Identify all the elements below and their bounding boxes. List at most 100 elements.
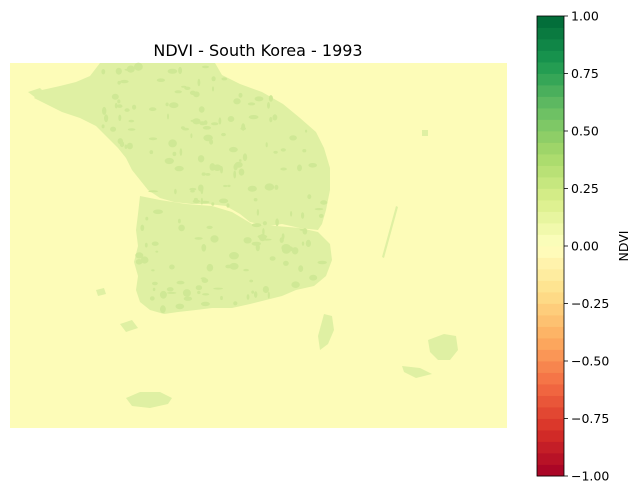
vegetation-patch	[247, 102, 256, 106]
vegetation-patch	[200, 301, 210, 307]
vegetation-patch	[114, 102, 118, 109]
vegetation-patch	[302, 149, 307, 153]
vegetation-patch	[164, 157, 174, 165]
vegetation-patch	[116, 104, 123, 108]
vegetation-patch	[219, 198, 229, 204]
vegetation-patch	[195, 285, 203, 291]
vegetation-patch	[205, 173, 211, 176]
vegetation-patch	[182, 127, 190, 131]
vegetation-patch	[115, 67, 122, 75]
vegetation-patch	[124, 108, 130, 112]
vegetation-patch	[269, 116, 273, 123]
vegetation-patch	[320, 200, 328, 205]
vegetation-patch	[132, 104, 137, 110]
vegetation-patch	[206, 263, 214, 272]
colorbar-band	[537, 464, 564, 477]
vegetation-patch	[213, 287, 224, 290]
colorbar-band	[537, 441, 564, 454]
vegetation-patch	[127, 128, 136, 131]
vegetation-patch	[183, 296, 193, 301]
vegetation-patch	[281, 244, 291, 252]
vegetation-patch	[298, 265, 304, 272]
vegetation-patch	[152, 287, 156, 292]
vegetation-patch	[152, 281, 158, 286]
vegetation-patch	[318, 213, 324, 218]
land-island-west-1	[28, 88, 46, 98]
vegetation-patch	[262, 228, 265, 236]
colorbar-band	[537, 407, 564, 419]
vegetation-patch	[165, 102, 169, 107]
colorbar-band	[537, 349, 564, 362]
vegetation-patch	[226, 203, 230, 208]
vegetation-patch	[174, 90, 182, 94]
vegetation-patch	[254, 96, 264, 102]
vegetation-patch	[194, 237, 203, 240]
colorbar-band	[537, 62, 564, 74]
vegetation-patch	[253, 198, 258, 202]
land-japan-islet-1	[402, 366, 432, 378]
vegetation-patch	[290, 211, 293, 217]
vegetation-patch	[203, 134, 213, 142]
colorbar-band	[537, 85, 564, 97]
vegetation-patch	[151, 241, 159, 246]
vegetation-patch	[268, 95, 273, 102]
colorbar-band	[537, 131, 564, 143]
vegetation-patch	[148, 190, 159, 193]
vegetation-patch	[178, 218, 181, 224]
vegetation-patch	[201, 244, 207, 252]
colorbar-band	[537, 292, 564, 304]
land-island-west-2	[96, 288, 106, 296]
vegetation-patch	[110, 126, 117, 132]
vegetation-patch	[149, 296, 155, 301]
vegetation-patch	[104, 114, 109, 123]
vegetation-patch	[234, 161, 243, 168]
vegetation-patch	[233, 301, 238, 306]
vegetation-patch	[101, 124, 105, 129]
vegetation-patch	[101, 69, 106, 75]
vegetation-patch	[144, 242, 148, 248]
vegetation-patch	[197, 78, 201, 87]
vegetation-patch	[166, 287, 174, 292]
vegetation-patch	[145, 216, 149, 221]
land-island-west-3	[120, 320, 138, 332]
vegetation-patch	[211, 202, 215, 206]
vegetation-patch	[209, 163, 216, 171]
vegetation-patch	[135, 252, 144, 259]
vegetation-patch	[200, 197, 203, 205]
vegetation-patch	[307, 194, 312, 200]
colorbar-band	[537, 372, 564, 385]
vegetation-patch	[305, 129, 308, 133]
vegetation-patch	[153, 209, 163, 215]
vegetation-patch	[166, 291, 177, 294]
vegetation-patch	[119, 141, 125, 148]
vegetation-patch	[251, 241, 261, 246]
vegetation-patch	[192, 199, 201, 204]
vegetation-patch	[172, 151, 177, 157]
colorbar-band	[537, 39, 564, 51]
vegetation-patch	[174, 165, 184, 172]
vegetation-patch	[305, 239, 311, 247]
vegetation-patch	[126, 142, 133, 150]
vegetation-patch	[117, 99, 121, 104]
vegetation-patch	[102, 106, 107, 115]
vegetation-patch	[190, 190, 195, 193]
vegetation-patch	[257, 234, 268, 239]
vegetation-patch	[227, 184, 231, 188]
vegetation-patch	[242, 153, 248, 161]
vegetation-patch	[124, 144, 128, 149]
vegetation-patch	[243, 237, 252, 244]
vegetation-patch	[174, 188, 177, 195]
vegetation-patch	[267, 291, 270, 299]
vegetation-patch	[317, 260, 327, 265]
land-island-tsushima	[318, 314, 334, 350]
vegetation-patch	[243, 268, 249, 272]
vegetation-patch	[238, 92, 243, 98]
colorbar-band	[537, 177, 564, 189]
vegetation-patch	[218, 117, 222, 125]
vegetation-patch	[299, 228, 307, 231]
vegetation-patch	[124, 68, 133, 71]
vegetation-patch	[262, 286, 269, 293]
vegetation-patch	[261, 238, 272, 241]
colorbar-tick-label: 0.75	[571, 66, 599, 81]
colorbar-band	[537, 165, 564, 178]
